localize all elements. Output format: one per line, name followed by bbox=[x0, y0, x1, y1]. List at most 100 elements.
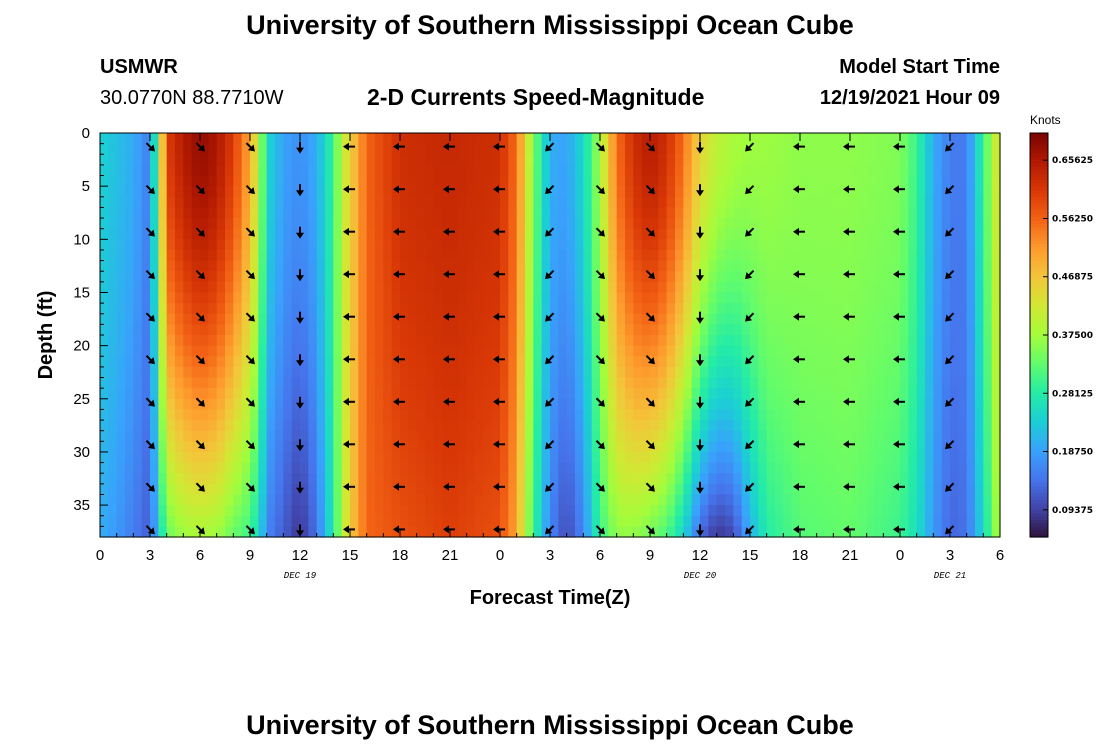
heatmap-cell bbox=[425, 186, 434, 198]
heatmap-cell bbox=[383, 324, 393, 336]
heatmap-cell bbox=[275, 281, 284, 294]
heatmap-cell bbox=[333, 505, 343, 517]
heatmap-cell bbox=[408, 239, 418, 251]
heatmap-cell bbox=[408, 398, 418, 411]
heatmap-cell bbox=[758, 154, 768, 166]
heatmap-cell bbox=[358, 228, 368, 240]
heatmap-cell bbox=[133, 398, 143, 411]
heatmap-cell bbox=[991, 398, 1001, 411]
heatmap-cell bbox=[850, 164, 859, 177]
heatmap-cell bbox=[541, 409, 551, 421]
heatmap-cell bbox=[366, 462, 376, 474]
current-vector bbox=[443, 440, 455, 449]
heatmap-cell bbox=[183, 313, 193, 325]
heatmap-cell bbox=[216, 515, 226, 527]
heatmap-cell bbox=[225, 218, 234, 230]
heatmap-cell bbox=[483, 462, 493, 474]
heatmap-cell bbox=[775, 186, 784, 198]
heatmap-cell bbox=[141, 430, 151, 442]
heatmap-cell bbox=[266, 462, 276, 474]
heatmap-cell bbox=[616, 451, 626, 464]
heatmap-cell bbox=[750, 313, 759, 325]
heatmap-cell bbox=[583, 271, 593, 283]
heatmap-cell bbox=[233, 196, 243, 209]
heatmap-cell bbox=[816, 303, 826, 315]
heatmap-cell bbox=[800, 420, 809, 432]
heatmap-cell bbox=[916, 473, 926, 485]
heatmap-cell bbox=[975, 409, 984, 421]
heatmap-cell bbox=[108, 196, 118, 209]
heatmap-cell bbox=[458, 154, 468, 166]
heatmap-cell bbox=[958, 292, 968, 304]
heatmap-cell bbox=[400, 271, 409, 283]
heatmap-cell bbox=[858, 313, 868, 325]
heatmap-cell bbox=[208, 154, 218, 166]
heatmap-cell bbox=[891, 207, 901, 219]
heatmap-cell bbox=[891, 281, 901, 294]
heatmap-cell bbox=[600, 515, 609, 527]
heatmap-cell bbox=[341, 409, 351, 421]
heatmap-cell bbox=[408, 164, 418, 177]
heatmap-cell bbox=[133, 133, 143, 145]
heatmap-cell bbox=[575, 366, 584, 379]
heatmap-cell bbox=[933, 345, 943, 357]
heatmap-cell bbox=[200, 154, 209, 166]
heatmap-cell bbox=[741, 420, 751, 432]
heatmap-cell bbox=[800, 388, 809, 400]
heatmap-cell bbox=[366, 164, 376, 177]
heatmap-cell bbox=[925, 218, 934, 230]
heatmap-cell bbox=[816, 133, 826, 145]
vector-head bbox=[443, 482, 449, 491]
heatmap-cell bbox=[108, 398, 118, 411]
heatmap-cell bbox=[675, 441, 684, 453]
heatmap-cell bbox=[933, 526, 943, 538]
heatmap-cell bbox=[766, 420, 776, 432]
heatmap-cell bbox=[816, 186, 826, 198]
heatmap-cell bbox=[650, 409, 659, 421]
vector-head bbox=[147, 229, 155, 237]
heatmap-cell bbox=[133, 196, 143, 209]
heatmap-cell bbox=[341, 430, 351, 442]
heatmap-cell bbox=[325, 133, 334, 145]
heatmap-cell bbox=[866, 207, 876, 219]
heatmap-cell bbox=[616, 133, 626, 145]
heatmap-cell bbox=[333, 526, 343, 538]
heatmap-cell bbox=[450, 451, 459, 464]
heatmap-cell bbox=[208, 515, 218, 527]
heatmap-cell bbox=[858, 345, 868, 357]
vector-head bbox=[745, 357, 753, 365]
heatmap-cell bbox=[266, 228, 276, 240]
heatmap-cell bbox=[925, 420, 934, 432]
heatmap-cell bbox=[550, 473, 559, 485]
heatmap-cell bbox=[200, 335, 209, 347]
heatmap-cell bbox=[483, 335, 493, 347]
heatmap-cell bbox=[650, 388, 659, 400]
heatmap-cell bbox=[266, 483, 276, 496]
heatmap-cell bbox=[983, 409, 993, 421]
heatmap-cell bbox=[883, 271, 893, 283]
heatmap-cell bbox=[883, 260, 893, 272]
heatmap-cell bbox=[775, 164, 784, 177]
heatmap-cell bbox=[350, 186, 359, 198]
heatmap-cell bbox=[650, 175, 659, 187]
heatmap-cell bbox=[933, 515, 943, 527]
heatmap-cell bbox=[675, 271, 684, 283]
heatmap-cell bbox=[316, 260, 326, 272]
heatmap-cell bbox=[325, 526, 334, 538]
x-tick-label: 15 bbox=[742, 547, 759, 564]
heatmap-cell bbox=[416, 526, 426, 538]
heatmap-cell bbox=[858, 366, 868, 379]
heatmap-cell bbox=[991, 196, 1001, 209]
heatmap-cell bbox=[300, 441, 309, 453]
heatmap-cell bbox=[625, 281, 634, 294]
heatmap-cell bbox=[925, 345, 934, 357]
heatmap-cell bbox=[550, 377, 559, 389]
heatmap-cell bbox=[875, 515, 884, 527]
heatmap-cell bbox=[233, 526, 243, 538]
heatmap-cell bbox=[275, 345, 284, 357]
heatmap-cell bbox=[433, 324, 443, 336]
heatmap-cell bbox=[283, 271, 293, 283]
heatmap-cell bbox=[350, 430, 359, 442]
heatmap-cell bbox=[875, 430, 884, 442]
heatmap-cell bbox=[191, 377, 201, 389]
